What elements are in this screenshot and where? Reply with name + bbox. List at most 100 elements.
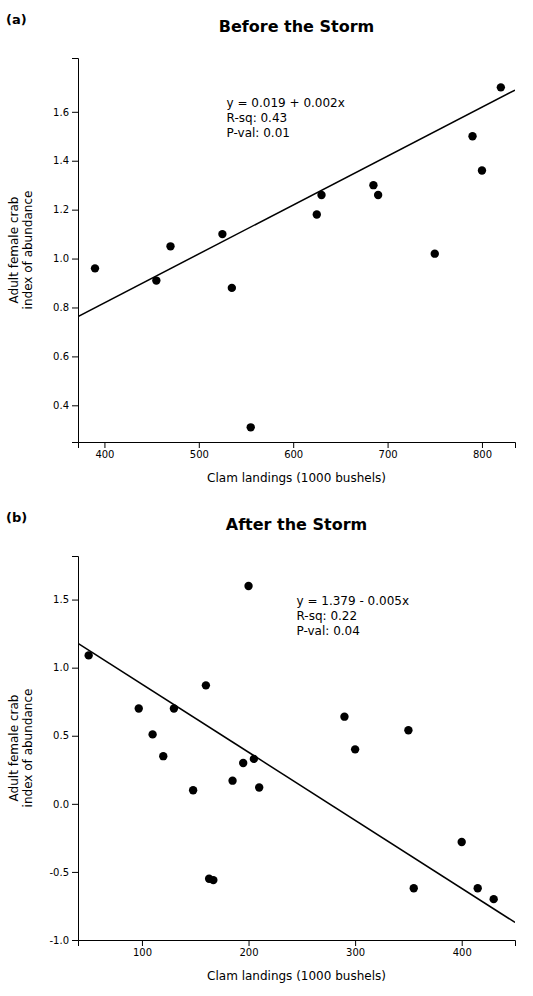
scatter-point <box>340 712 348 720</box>
x-tick-mark <box>249 940 250 946</box>
y-tick-mark <box>72 940 78 941</box>
y-tick-mark <box>72 600 78 601</box>
y-tick-mark <box>72 356 78 357</box>
annotation-line: P-val: 0.01 <box>227 126 290 140</box>
y-tick-label: 1.4 <box>53 155 69 166</box>
y-tick-mark <box>72 112 78 113</box>
x-tick-mark <box>388 442 389 448</box>
scatter-point <box>244 582 252 590</box>
panel: 4005006007008000.40.60.81.01.21.41.6Befo… <box>6 12 516 485</box>
y-tick-mark <box>72 668 78 669</box>
y-axis-title-line: Adult female crab <box>7 197 21 304</box>
x-tick-label: 800 <box>473 449 492 460</box>
y-tick: -1.0 <box>49 935 78 946</box>
scatter-point <box>152 276 160 284</box>
x-tick-mark <box>462 940 463 946</box>
y-tick-mark <box>72 210 78 211</box>
y-tick-label: -0.5 <box>49 867 69 878</box>
y-tick-label: -1.0 <box>49 935 69 946</box>
chart-root: 4005006007008000.40.60.81.01.21.41.6Befo… <box>0 0 533 996</box>
x-tick: 600 <box>284 442 303 460</box>
trend-line <box>78 90 515 316</box>
x-tick: 500 <box>190 442 209 460</box>
scatter-point <box>202 681 210 689</box>
scatter-point <box>497 83 505 91</box>
y-axis: -1.0 -0.5 0.0 0.5 1.0 1.5 <box>49 557 78 946</box>
scatter-point <box>313 210 321 218</box>
y-tick: 1.6 <box>53 107 78 118</box>
x-tick-mark <box>293 442 294 448</box>
scatter-point <box>255 783 263 791</box>
scatter-point <box>431 249 439 257</box>
y-tick-mark <box>72 736 78 737</box>
x-tick-label: 400 <box>453 947 472 958</box>
y-axis-line <box>72 557 79 941</box>
scatter-point <box>489 895 497 903</box>
annotation-line: R-sq: 0.43 <box>227 111 288 125</box>
annotation: y = 1.379 - 0.005xR-sq: 0.22P-val: 0.04 <box>297 594 410 638</box>
panel-title: After the Storm <box>226 515 368 534</box>
x-tick: 400 <box>95 442 114 460</box>
y-axis-title-line: index of abundance <box>21 689 35 808</box>
x-tick-label: 600 <box>284 449 303 460</box>
x-tick: 800 <box>473 442 492 460</box>
y-tick-label: 0.6 <box>53 351 69 362</box>
y-tick-label: 0.0 <box>53 799 69 810</box>
y-tick: 0.5 <box>53 730 78 741</box>
y-axis: 0.4 0.6 0.8 1.0 1.2 1.4 1.6 <box>53 59 78 443</box>
y-tick-label: 1.5 <box>53 594 69 605</box>
y-tick-mark <box>72 804 78 805</box>
scatter-point <box>228 776 236 784</box>
x-axis: 400500600700800 <box>79 442 516 460</box>
y-tick: 0.4 <box>53 400 78 411</box>
y-tick-mark <box>72 161 78 162</box>
x-tick-mark <box>142 940 143 946</box>
scatter-point <box>148 730 156 738</box>
x-tick-label: 400 <box>95 449 114 460</box>
y-tick-label: 1.0 <box>53 662 69 673</box>
annotation-line: y = 0.019 + 0.002x <box>227 96 345 110</box>
x-tick-label: 500 <box>190 449 209 460</box>
annotation-line: y = 1.379 - 0.005x <box>297 594 410 608</box>
y-tick: -0.5 <box>49 867 78 878</box>
scatter-point <box>250 755 258 763</box>
y-tick-label: 0.4 <box>53 400 69 411</box>
y-tick-mark <box>72 405 78 406</box>
scatter-point <box>166 242 174 250</box>
x-tick-label: 100 <box>133 947 152 958</box>
y-tick: 1.0 <box>53 662 78 673</box>
y-axis-title-line: index of abundance <box>21 191 35 310</box>
y-tick-mark <box>72 872 78 873</box>
annotation: y = 0.019 + 0.002xR-sq: 0.43P-val: 0.01 <box>227 96 345 140</box>
y-axis-line <box>72 59 79 443</box>
y-axis-title: Adult female crabindex of abundance <box>7 689 35 808</box>
y-tick-label: 0.8 <box>53 302 69 313</box>
y-tick: 1.2 <box>53 204 78 215</box>
panel: 100200300400-1.0-0.50.00.51.01.5After th… <box>6 510 516 983</box>
x-tick-label: 200 <box>239 947 258 958</box>
scatter-point <box>218 230 226 238</box>
y-tick-label: 1.0 <box>53 253 69 264</box>
plot-marks <box>78 582 515 923</box>
scatter-point <box>209 876 217 884</box>
scatter-point <box>228 284 236 292</box>
scatter-point <box>468 132 476 140</box>
y-tick-label: 1.6 <box>53 107 69 118</box>
y-axis-title: Adult female crabindex of abundance <box>7 191 35 310</box>
plot-marks <box>78 83 515 431</box>
x-tick-mark <box>104 442 105 448</box>
scatter-point <box>135 704 143 712</box>
scatter-point <box>91 264 99 272</box>
y-tick-label: 1.2 <box>53 204 69 215</box>
scatter-point <box>374 191 382 199</box>
x-tick-mark <box>355 940 356 946</box>
scatter-point <box>351 745 359 753</box>
y-tick: 0.8 <box>53 302 78 313</box>
scatter-point <box>239 759 247 767</box>
x-axis-title: Clam landings (1000 bushels) <box>207 471 386 485</box>
scatter-point <box>84 651 92 659</box>
y-tick: 0.0 <box>53 799 78 810</box>
x-tick: 100 <box>133 940 152 958</box>
y-tick-mark <box>72 259 78 260</box>
panel-label: (b) <box>6 510 27 525</box>
